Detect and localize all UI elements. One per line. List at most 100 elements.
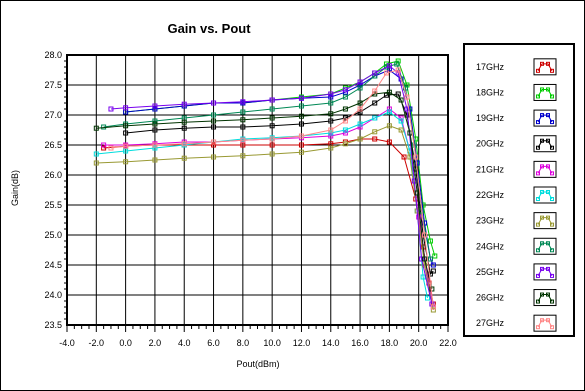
data-point (383, 92, 389, 98)
data-point (240, 99, 246, 105)
data-point (328, 127, 334, 133)
series-line (110, 69, 434, 308)
data-point (386, 123, 392, 129)
legend-swatch-marker (546, 318, 550, 323)
legend-swatch-marker (546, 164, 550, 169)
data-point (420, 274, 426, 280)
data-point (422, 232, 428, 238)
legend-swatch-marker (540, 266, 544, 271)
data-point (211, 118, 217, 124)
data-point (152, 121, 158, 127)
series-line (96, 125, 434, 311)
x-tick-label: 8.0 (237, 338, 250, 348)
data-point (240, 137, 246, 143)
legend-swatch-marker (536, 248, 540, 253)
legend-swatch-line (537, 114, 553, 123)
series-17GHz (101, 136, 436, 307)
series-line (110, 65, 433, 305)
data-point (152, 127, 158, 133)
x-tick-label: 16.0 (351, 338, 369, 348)
data-point (386, 109, 392, 115)
legend-swatch-line (537, 242, 553, 251)
legend-label: 18GHz (476, 87, 505, 97)
y-tick-label: 25.5 (44, 200, 62, 210)
legend-swatch-marker (546, 241, 550, 246)
legend-swatch-line (537, 217, 553, 225)
data-point (414, 190, 420, 196)
data-point (211, 112, 217, 118)
data-point (372, 115, 378, 121)
legend-swatch-marker (550, 299, 554, 304)
series-line (125, 93, 434, 276)
data-point (403, 85, 409, 91)
data-point (298, 121, 304, 127)
data-point (298, 149, 304, 155)
data-point (93, 160, 99, 166)
legend-label: 17GHz (476, 62, 505, 72)
data-point (123, 143, 129, 149)
data-point (430, 307, 436, 313)
legend-swatch-line (537, 319, 553, 328)
series-line (96, 111, 428, 299)
data-point (269, 123, 275, 129)
x-tick-label: 0.0 (119, 338, 132, 348)
legend-swatch-line (537, 294, 553, 302)
legend-label: 23GHz (476, 216, 505, 226)
legend-swatch-marker (536, 222, 540, 227)
data-point (298, 142, 304, 148)
data-point (401, 154, 407, 160)
data-point (269, 136, 275, 142)
data-point (108, 106, 114, 112)
data-point (422, 256, 428, 262)
data-point (372, 136, 378, 142)
data-point (181, 101, 187, 107)
data-point (342, 118, 348, 124)
legend-label: 20GHz (476, 139, 505, 149)
data-point (372, 100, 378, 106)
data-point (298, 133, 304, 139)
legend-swatch-marker (540, 138, 544, 143)
legend-swatch-line (537, 63, 553, 72)
legend-swatch-marker (536, 197, 540, 201)
series-24GHz (101, 61, 433, 262)
data-point (342, 115, 348, 121)
data-point (328, 118, 334, 124)
data-point (328, 130, 334, 136)
data-point (298, 95, 304, 101)
legend-swatch-marker (536, 120, 540, 125)
legend-swatch-marker (550, 68, 554, 73)
data-point (328, 100, 334, 106)
data-point (240, 142, 246, 148)
data-point (269, 115, 275, 121)
legend-swatch-line (537, 140, 553, 148)
data-point (152, 145, 158, 151)
legend-label: 25GHz (476, 267, 505, 277)
legend-swatch-line (537, 268, 553, 277)
data-point (430, 262, 436, 268)
data-point (298, 103, 304, 109)
data-point (240, 109, 246, 115)
data-point (240, 117, 246, 123)
y-axis-label: Gain(dB) (10, 170, 20, 206)
data-point (152, 106, 158, 112)
legend-label: 21GHz (476, 164, 505, 174)
data-point (328, 133, 334, 139)
series-25GHz (108, 63, 435, 307)
legend-swatch-marker (550, 325, 554, 330)
series-23GHz (93, 123, 436, 313)
y-tick-label: 26.5 (44, 140, 62, 150)
legend-swatch-marker (546, 292, 550, 297)
legend: 17GHz 18GHz 19GHz 20GHz 21GHz 22GHz 23GHz 24GHz… (463, 43, 575, 337)
data-point (386, 106, 392, 112)
legend-swatch-marker (546, 138, 550, 143)
data-point (357, 85, 363, 91)
data-point (372, 70, 378, 76)
legend-swatch-marker (546, 61, 550, 66)
data-point (101, 145, 107, 151)
data-point (357, 82, 363, 88)
data-point (407, 106, 413, 112)
y-tick-label: 24.5 (44, 260, 62, 270)
data-point (342, 94, 348, 100)
x-tick-label: 18.0 (381, 338, 399, 348)
data-point (240, 153, 246, 159)
